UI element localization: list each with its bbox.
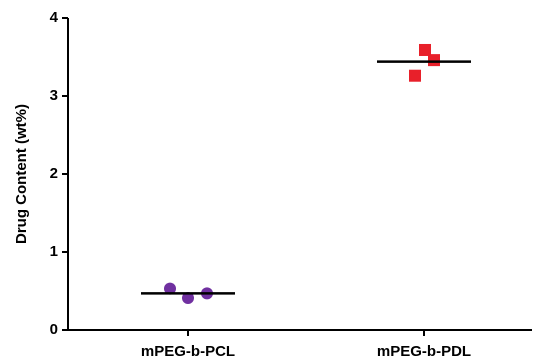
y-tick-label: 2 — [50, 165, 58, 182]
point — [164, 282, 176, 295]
x-tick-label: mPEG-b-PCL — [141, 343, 235, 360]
y-tick-label: 1 — [50, 243, 58, 260]
point — [182, 292, 194, 305]
y-tick-label: 0 — [50, 321, 58, 338]
point — [409, 69, 421, 82]
point — [419, 43, 431, 56]
x-tick-label: mPEG-b-PDL — [377, 343, 471, 360]
y-tick-label: 3 — [50, 87, 58, 104]
point — [428, 54, 440, 67]
y-axis-label: Drug Content (wt%) — [13, 104, 30, 244]
y-tick-label: 4 — [50, 9, 59, 26]
